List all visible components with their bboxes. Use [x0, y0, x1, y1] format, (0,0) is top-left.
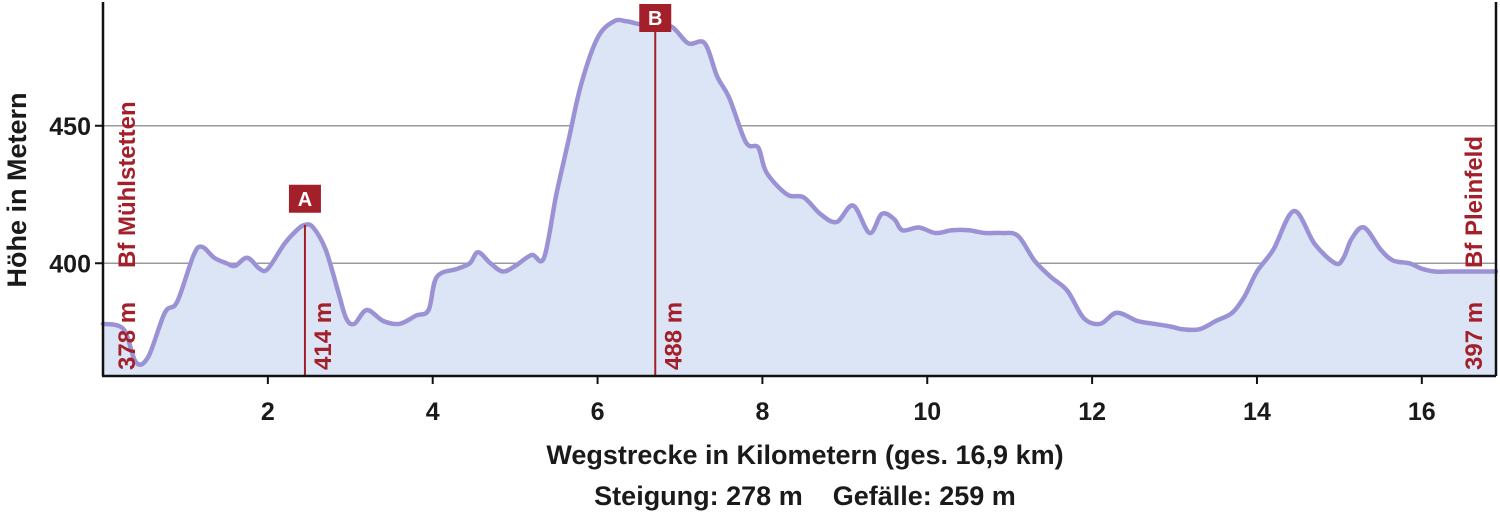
y-tick-label-450: 450 — [49, 113, 91, 141]
x-tick-label-16: 16 — [1408, 398, 1436, 426]
summary-text: Steigung: 278 m Gefälle: 259 m — [594, 481, 1016, 511]
end-station-label: Bf Pleinfeld — [1461, 136, 1488, 268]
x-tick-label-4: 4 — [426, 398, 440, 426]
y-tick-label-400: 400 — [49, 250, 91, 278]
end-elevation-label: 397 m — [1461, 302, 1488, 370]
elevation-area — [100, 17, 1499, 377]
x-tick-label-14: 14 — [1243, 398, 1271, 426]
annotations: A 414 m B 488 m — [288, 4, 687, 376]
x-tick-label-12: 12 — [1078, 398, 1106, 426]
x-axis-title: Wegstrecke in Kilometern (ges. 16,9 km) — [546, 440, 1063, 470]
marker-letter-b: B — [648, 8, 662, 30]
marker-elevation-b: 488 m — [660, 302, 687, 370]
elevation-line — [100, 17, 1499, 367]
x-tick-label-8: 8 — [755, 398, 769, 426]
marker-badge-b — [639, 4, 672, 32]
marker-elevation-a: 414 m — [310, 302, 337, 370]
x-tick-label-10: 10 — [913, 398, 941, 426]
marker-letter-a: A — [298, 189, 312, 211]
x-tick-label-2: 2 — [261, 398, 275, 426]
axes — [101, 2, 1498, 378]
start-elevation-label: 378 m — [114, 302, 141, 370]
tick-labels: 2 4 6 8 10 12 14 16 400 450 — [49, 113, 1435, 426]
x-tick-label-6: 6 — [591, 398, 605, 426]
marker-badge-a — [288, 184, 321, 213]
y-axis-title: Höhe in Metern — [2, 92, 32, 287]
start-station-label: Bf Mühlstetten — [114, 101, 141, 268]
